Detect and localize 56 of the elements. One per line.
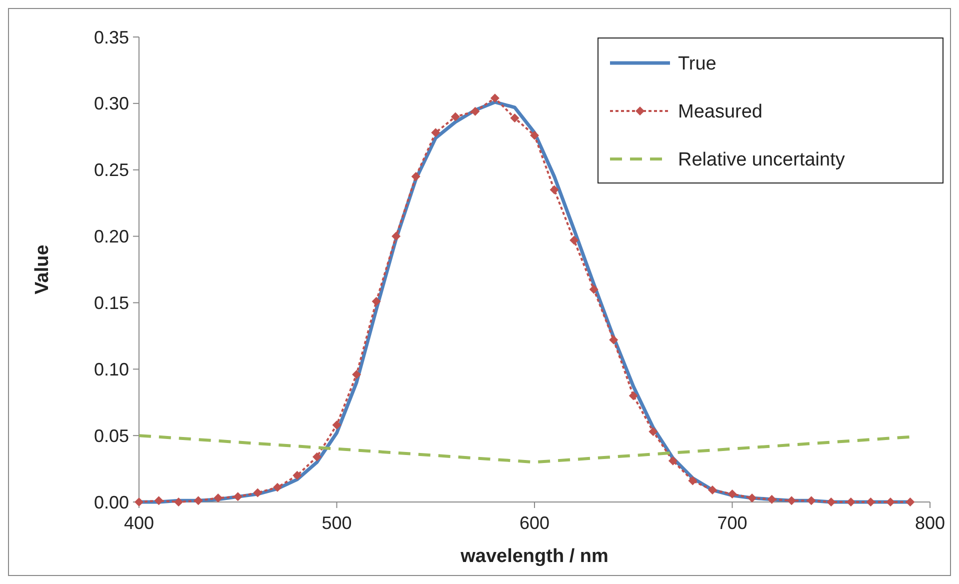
- point: [906, 498, 915, 506]
- point: [292, 470, 302, 480]
- y-tick-label: 0.25: [94, 160, 129, 180]
- point: [470, 106, 480, 116]
- line-series: [138, 434, 912, 464]
- point: [767, 494, 776, 504]
- x-tick-label: 700: [717, 513, 748, 533]
- point: [194, 496, 203, 506]
- point: [312, 452, 322, 462]
- x-tick-label: 800: [914, 513, 946, 533]
- point: [628, 391, 638, 400]
- x-tick-label: 400: [124, 513, 154, 533]
- point: [668, 456, 678, 466]
- y-tick-label: 0.35: [94, 27, 129, 48]
- point: [748, 494, 757, 503]
- point: [550, 185, 559, 194]
- point: [372, 296, 381, 306]
- point: [866, 498, 876, 506]
- point: [392, 232, 401, 241]
- y-tick-label: 0.00: [94, 492, 129, 512]
- point: [688, 476, 698, 486]
- legend-label: True: [678, 54, 716, 75]
- point: [490, 94, 500, 103]
- y-tick-label: 0.30: [94, 94, 129, 114]
- point: [589, 284, 598, 294]
- point: [174, 498, 184, 506]
- point: [728, 490, 737, 499]
- y-tick-label: 0.15: [94, 293, 129, 314]
- point: [510, 114, 520, 123]
- point: [253, 488, 262, 498]
- point: [411, 172, 420, 181]
- point: [530, 130, 539, 140]
- y-tick-label: 0.10: [94, 359, 129, 380]
- point: [154, 496, 164, 506]
- x-axis-title: wavelength / nm: [460, 546, 608, 567]
- point: [214, 494, 223, 503]
- point: [787, 496, 796, 506]
- y-tick-label: 0.20: [94, 226, 129, 247]
- point: [272, 482, 282, 492]
- y-tick-label: 0.05: [94, 426, 129, 446]
- point: [886, 498, 895, 506]
- x-tick-label: 500: [322, 513, 352, 533]
- point: [450, 112, 460, 122]
- point: [806, 496, 816, 506]
- point: [431, 128, 440, 138]
- point: [609, 335, 618, 344]
- point: [570, 236, 579, 245]
- x-tick-label: 600: [519, 513, 550, 533]
- legend-label: Measured: [678, 102, 762, 123]
- point: [352, 370, 362, 379]
- point: [708, 486, 717, 495]
- legend-label: Relative uncertainty: [678, 150, 846, 171]
- y-axis-title: Value: [32, 244, 53, 294]
- point: [648, 427, 658, 436]
- point: [233, 492, 242, 502]
- point: [332, 420, 342, 430]
